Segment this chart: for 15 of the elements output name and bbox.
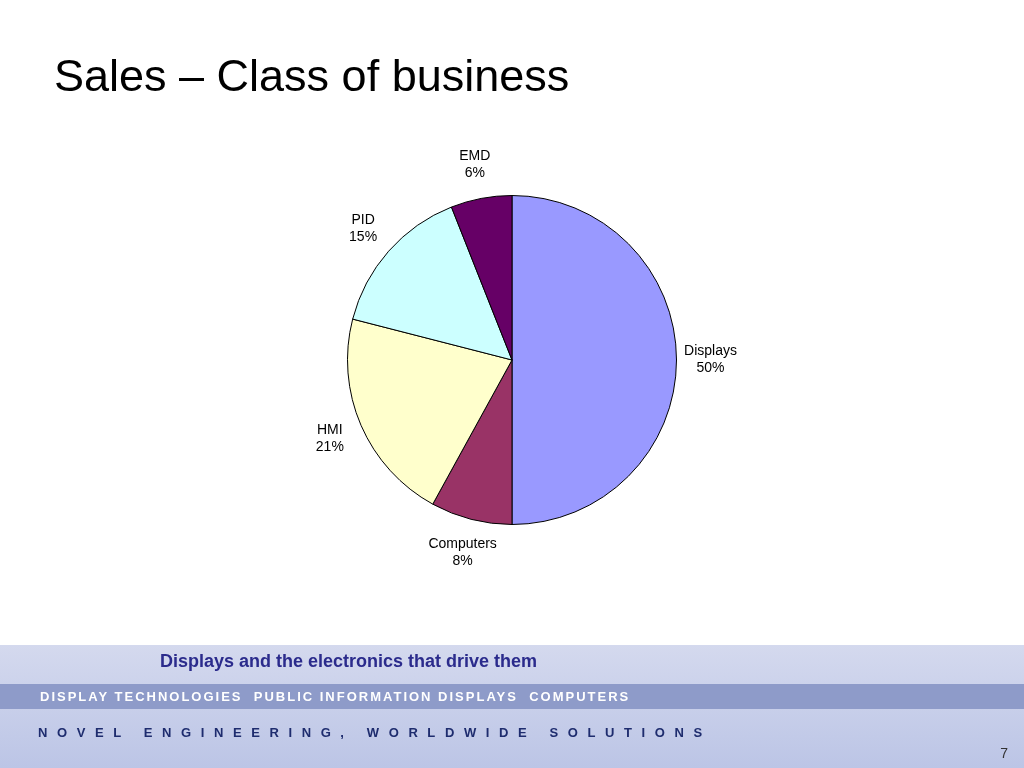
chart-title: Sales – Class of business — [54, 50, 570, 102]
data-label: 8% — [452, 551, 473, 568]
slice-label: PID — [351, 211, 375, 228]
slice-label: EMD — [459, 147, 491, 164]
text: DISPLAY TECHNOLOGIES PUBLIC INFORMATION DISPLAYS COMPUTERS — [40, 689, 631, 704]
data-label: 50% — [696, 359, 725, 376]
text: NOVEL ENGINEERING, WORLDWIDE SOLUTIONS — [38, 725, 712, 740]
text: 7 — [1000, 745, 1008, 761]
data-label: 6% — [464, 164, 485, 181]
text: Displays and the electronics that drive them — [160, 651, 538, 672]
data-label: 15% — [349, 228, 378, 245]
slice-label: Displays — [684, 342, 737, 359]
slice-label: HMI — [316, 421, 343, 438]
slice-label: Computers — [428, 534, 497, 551]
data-label: 21% — [315, 438, 344, 455]
